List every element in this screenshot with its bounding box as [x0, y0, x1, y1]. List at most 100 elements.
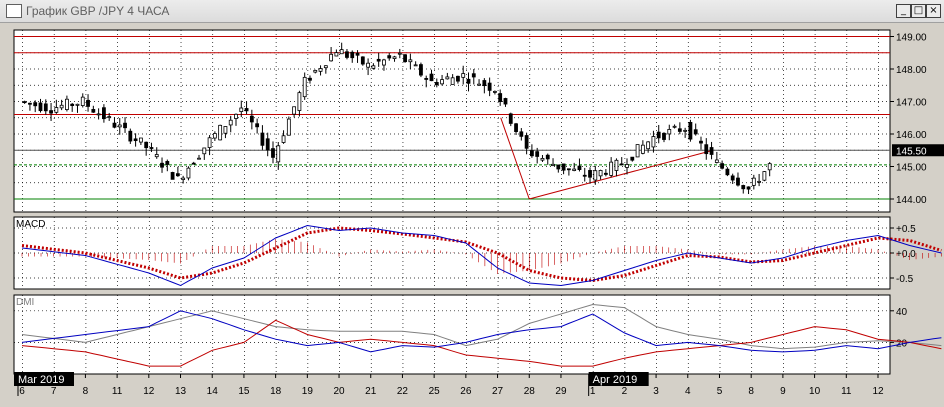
candle-body [234, 113, 238, 119]
candle-body [503, 98, 508, 105]
candle-body [419, 64, 423, 76]
x-tick-label: 5 [717, 386, 723, 397]
candle-body [212, 133, 217, 139]
candle-body [635, 144, 640, 158]
candle-body [598, 170, 603, 177]
candle-body [75, 103, 80, 106]
candle-body [281, 135, 286, 143]
candle-body [260, 132, 265, 146]
candle-body [397, 52, 402, 55]
x-tick-label: 10 [809, 386, 821, 397]
candle-body [382, 59, 386, 66]
price-tick-label: 149.00 [896, 33, 927, 44]
x-tick-label: 7 [51, 386, 57, 397]
candle-body [107, 116, 112, 119]
candle-body [191, 162, 196, 165]
candle-body [751, 177, 756, 186]
candle-body [170, 172, 175, 180]
candle-body [736, 177, 740, 186]
candle-body [566, 168, 571, 171]
candle-body [318, 68, 323, 72]
candle-body [244, 108, 249, 112]
candle-body [54, 107, 59, 113]
candle-body [540, 158, 545, 161]
candle-body [403, 54, 407, 63]
candle-body [519, 131, 524, 137]
candle-body [672, 125, 677, 128]
candle-body [22, 101, 27, 104]
candle-body [292, 106, 297, 115]
x-tick-label: 18 [270, 386, 282, 397]
trendline [500, 117, 530, 200]
candle-body [91, 109, 96, 113]
candle-body [688, 121, 693, 140]
candle-body [160, 162, 164, 168]
dmi-minus-di-line [21, 319, 942, 367]
candle-body [741, 185, 746, 190]
x-tick-label: 29 [555, 386, 567, 397]
candle-body [387, 55, 392, 59]
x-tick-label: 14 [207, 386, 219, 397]
candle-body [334, 52, 339, 57]
candle-body [440, 79, 444, 85]
candle-body [556, 164, 561, 170]
candle-body [408, 59, 413, 63]
candle-body [487, 82, 492, 91]
candle-body [614, 159, 619, 171]
macd-signal-line [21, 226, 942, 283]
dmi-adx-line [21, 303, 942, 350]
macd-tick-label: +0.0 [896, 249, 916, 260]
candle-body [693, 129, 698, 135]
candle-body [123, 122, 127, 129]
candle-body [355, 52, 360, 56]
price-panel [13, 29, 891, 213]
x-tick-label: 4 [685, 386, 691, 397]
candle-body [535, 151, 540, 157]
candle-body [96, 113, 101, 116]
x-tick-label: 22 [397, 386, 409, 397]
candle-body [28, 102, 32, 105]
candle-body [482, 80, 487, 87]
candle-body [656, 131, 661, 139]
candle-body [514, 123, 518, 133]
trendline [529, 149, 714, 200]
candle-body [271, 148, 275, 158]
x-tick-label: 28 [524, 386, 536, 397]
candle-body [376, 58, 381, 62]
x-tick-label: 21 [365, 386, 377, 397]
candle-body [640, 144, 645, 154]
candle-body [762, 171, 767, 181]
candle-body [498, 93, 503, 102]
candle-body [165, 161, 170, 165]
candle-body [662, 132, 666, 140]
candle-body [265, 138, 270, 151]
macd-tick-label: +0.5 [896, 224, 916, 235]
restore-button[interactable]: □ [911, 4, 926, 18]
candle-body [297, 92, 302, 111]
candle-body [308, 77, 312, 81]
window-title: График GBP /JPY 4 ЧАСА [26, 4, 170, 18]
price-tick-label: 145.00 [896, 163, 927, 174]
minimize-button[interactable]: _ [896, 4, 911, 18]
candle-body [360, 56, 365, 65]
x-tick-label: 2 [622, 386, 628, 397]
candle-body [350, 51, 355, 59]
month-label: Mar 2019 [18, 374, 64, 386]
candle-body [133, 138, 138, 142]
close-button[interactable]: × [926, 4, 941, 18]
candle-body [445, 76, 450, 80]
candle-body [255, 123, 260, 128]
candle-body [709, 147, 714, 155]
candle-body [714, 159, 719, 163]
candle-body [80, 96, 85, 106]
candle-body [223, 126, 228, 134]
x-tick-label: 27 [492, 386, 504, 397]
candle-body [175, 173, 180, 177]
candle-body [593, 170, 598, 181]
candle-body [112, 122, 117, 128]
price-tick-label: 148.00 [896, 65, 927, 76]
candle-body [508, 113, 513, 124]
candle-body [117, 124, 122, 128]
candle-body [181, 177, 186, 180]
candle-body [630, 156, 635, 161]
